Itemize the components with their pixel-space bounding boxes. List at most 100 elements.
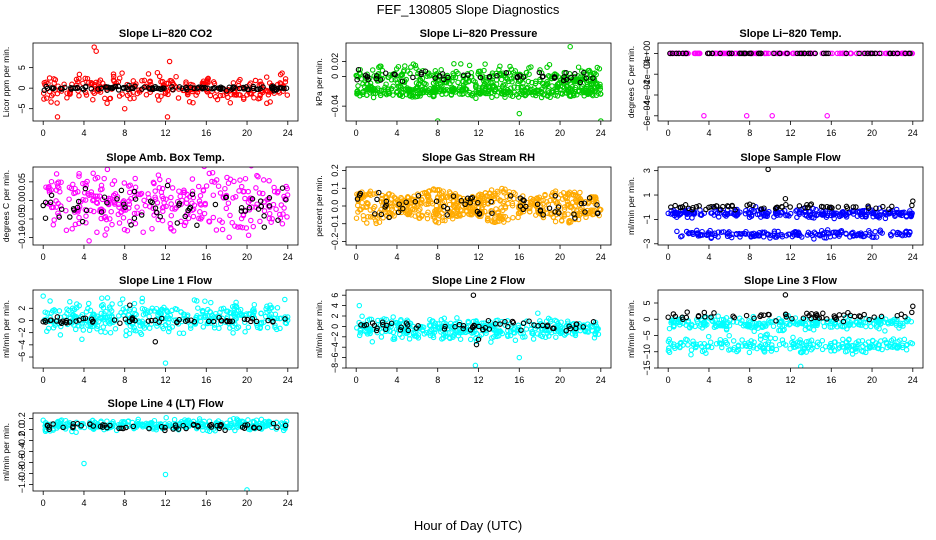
data-point [369,67,376,73]
data-point [40,202,46,209]
data-point [262,313,269,320]
data-point [135,416,141,423]
data-point [386,214,392,221]
data-point [711,310,717,316]
data-point [414,203,421,209]
x-tick-label: 16 [514,252,524,262]
data-point [551,325,557,332]
data-point [99,207,105,213]
x-tick-label: 4 [81,498,86,508]
data-point [896,343,903,350]
data-point [820,310,826,317]
y-tick-label: −4 [17,340,27,350]
data-point [259,89,266,96]
data-point [597,91,604,97]
data-point [177,193,183,200]
data-point [213,177,220,183]
x-tick-label: 0 [666,252,671,262]
data-point [852,346,858,352]
data-point [361,83,368,90]
data-point [176,188,182,194]
x-tick-label: 20 [555,128,565,138]
data-point [101,215,108,221]
data-point [582,209,588,215]
data-point [93,48,99,54]
data-point [545,315,552,322]
data-point [140,229,146,235]
data-point [44,423,51,429]
data-point [424,215,431,222]
data-point [677,322,683,328]
data-point [502,214,509,220]
data-point [773,204,780,211]
data-point [488,187,495,193]
data-point [699,317,705,324]
data-point [466,89,473,96]
data-point [243,311,250,317]
data-point [203,183,210,189]
data-point [101,175,107,182]
data-point [231,305,237,312]
data-point [465,72,471,78]
data-point [541,91,548,97]
data-point [48,187,54,193]
data-point [93,79,99,86]
data-point [871,314,877,320]
data-point [399,78,406,84]
data-point [772,205,779,212]
data-point [279,70,285,76]
data-point [839,341,845,347]
data-point [435,187,441,193]
data-point [512,191,518,197]
data-point [882,215,889,222]
data-point [373,327,380,334]
x-tick-label: 20 [555,375,565,385]
data-point [183,419,190,426]
data-point [266,210,273,217]
data-point [879,346,885,353]
data-point [228,91,234,98]
data-point [763,323,769,329]
data-point [168,194,174,201]
data-point [515,84,521,91]
data-point [82,180,88,186]
data-point [501,91,508,98]
y-tick-label: −0.10 [17,226,27,249]
data-point [790,341,796,348]
data-point [248,217,254,224]
data-point [840,209,846,216]
panel-ylabel: percent per min. [314,175,324,236]
data-point [893,345,900,351]
data-point [479,84,486,90]
x-tick-label: 0 [41,128,46,138]
data-point [245,324,252,331]
data-point [430,93,437,100]
data-point [134,204,140,210]
data-point [597,207,604,213]
data-point [511,84,517,90]
data-point [73,429,79,436]
data-point [808,311,815,317]
y-tick-label: −2e−04 [642,59,652,90]
plot-points [353,43,604,121]
data-point [82,185,89,192]
data-point [162,315,169,322]
data-point [902,232,909,238]
data-point [385,74,391,80]
data-point [40,417,46,424]
x-tick-label: 8 [747,252,752,262]
data-point [545,88,551,94]
data-point [882,328,888,334]
data-point [110,77,117,83]
data-point [80,80,86,87]
data-point [459,208,465,214]
data-point [452,74,459,81]
data-point [67,214,73,220]
data-point [412,198,419,205]
data-point [249,196,256,202]
data-point [718,229,725,235]
data-point [538,88,544,95]
data-point [104,314,111,321]
data-point [560,77,567,84]
data-point [713,341,720,347]
